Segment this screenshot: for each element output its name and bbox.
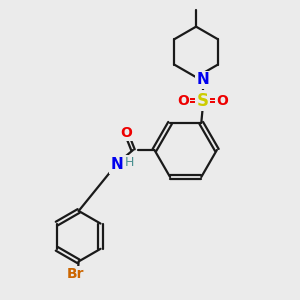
Text: H: H	[124, 156, 134, 169]
Text: O: O	[216, 94, 228, 108]
Text: Br: Br	[66, 267, 84, 281]
Text: O: O	[121, 126, 133, 140]
Text: O: O	[178, 94, 189, 108]
Text: S: S	[197, 92, 209, 110]
Text: N: N	[110, 158, 123, 172]
Text: N: N	[196, 72, 209, 87]
